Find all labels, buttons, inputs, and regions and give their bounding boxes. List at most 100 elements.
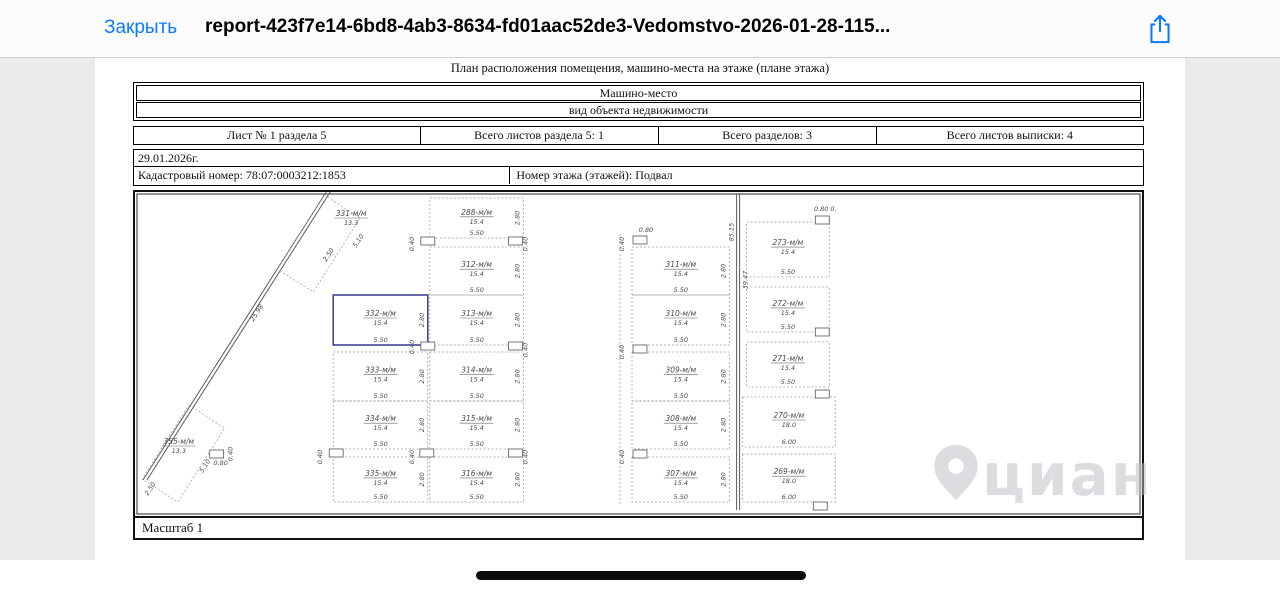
space-width-dim: 6.00 <box>782 438 796 446</box>
space-label: 313-м/м <box>461 309 492 318</box>
floor-number-cell: Номер этажа (этажей): Подвал <box>516 168 673 182</box>
floor-plan: 332-м/м 15.4 5.50 2.80 333-м/м 15.4 5.50 2.80 33… <box>133 190 1144 540</box>
space-height-dim: 2.80 <box>513 211 521 225</box>
parking-space <box>631 294 730 346</box>
space-height-dim: 2.80 <box>513 418 521 432</box>
pillar <box>632 449 648 459</box>
floor-plan-svg: 332-м/м15.45.502.80333-м/м15.45.502.8033… <box>136 192 1141 515</box>
dimension-label: 2.50 <box>321 247 336 263</box>
pillar <box>419 448 435 458</box>
parking-space <box>746 286 830 333</box>
pillar <box>420 236 436 246</box>
parking-space <box>746 341 830 388</box>
space-area: 18.0 <box>782 421 796 429</box>
parking-space-selected <box>332 294 429 346</box>
space-area: 18.0 <box>782 477 796 485</box>
pillar <box>814 327 830 337</box>
diagonal-wall-line <box>146 192 331 481</box>
dimension-label: 25.98 <box>248 303 265 323</box>
dimension-label: 0.40 <box>521 343 529 357</box>
space-area: 13.3 <box>344 219 358 227</box>
space-width-dim: 5.50 <box>469 392 483 400</box>
share-button[interactable] <box>1146 13 1174 45</box>
dimension-label: 0.80 <box>639 226 653 234</box>
space-area: 15.4 <box>674 270 688 278</box>
pillar <box>508 448 523 458</box>
dimension-label: 39.47 <box>742 270 750 289</box>
space-width-dim: 5.50 <box>674 286 688 294</box>
space-label: 270-м/м <box>774 411 805 420</box>
parking-space <box>332 400 429 450</box>
pdf-viewer-toolbar: Закрыть report-423f7e14-6bd8-4ab3-8634-f… <box>0 0 1280 58</box>
dimension-label: 0.40 <box>316 450 324 464</box>
space-height-dim: 2.80 <box>513 264 521 278</box>
space-height-dim: 2.80 <box>418 472 426 486</box>
space-width-dim: 5.50 <box>674 493 688 501</box>
object-type-table: Машино-место вид объекта недвижимости <box>133 82 1144 121</box>
space-height-dim: 2.80 <box>720 418 728 432</box>
plan-inner-border <box>136 193 1141 515</box>
parking-space <box>631 246 730 296</box>
dimension-label: 85.15 <box>728 223 736 242</box>
space-area: 15.4 <box>469 270 483 278</box>
space-height-dim: 2.80 <box>513 472 521 486</box>
pillar <box>328 448 344 458</box>
object-type-caption: вид объекта недвижимости <box>136 102 1141 118</box>
space-label: 312-м/м <box>461 260 492 269</box>
diagonal-wall-line <box>142 192 327 481</box>
space-height-dim: 2.80 <box>513 313 521 327</box>
dimension-label: 5.10 <box>351 233 366 249</box>
dimension-label: 0.40 <box>408 340 416 354</box>
dimension-label: 0.40 <box>408 237 416 251</box>
pdf-viewer-background[interactable]: План расположения помещения, машино-мест… <box>0 57 1280 560</box>
space-area: 15.4 <box>373 424 387 432</box>
space-label: 308-м/м <box>665 414 696 423</box>
space-height-dim: 2.80 <box>720 313 728 327</box>
dimension-label: 0.40 <box>618 450 626 464</box>
space-area: 15.4 <box>373 479 387 487</box>
pillar <box>812 501 828 511</box>
space-area: 15.4 <box>469 376 483 384</box>
space-width-dim: 5.50 <box>373 440 387 448</box>
home-indicator[interactable] <box>476 571 806 580</box>
space-label: 273-м/м <box>773 238 804 247</box>
sheet-info-table: Лист № 1 раздела 5 Всего листов раздела … <box>133 126 1144 145</box>
space-label: 269-м/м <box>774 467 805 476</box>
space-area: 15.4 <box>674 376 688 384</box>
space-label: 272-м/м <box>773 299 804 308</box>
parking-space-diagonal <box>141 404 226 503</box>
date-cell: 29.01.2026г. <box>134 150 1143 167</box>
space-width-dim: 5.50 <box>781 268 795 276</box>
space-width-dim: 5.50 <box>674 392 688 400</box>
pillar <box>508 236 523 246</box>
object-type-value: Машино-место <box>136 85 1141 101</box>
space-width-dim: 5.50 <box>469 336 483 344</box>
dimension-label: 0.40 <box>408 450 416 464</box>
space-label: 334-м/м <box>365 414 396 423</box>
space-height-dim: 2.80 <box>418 369 426 383</box>
space-area: 13.3 <box>172 447 186 455</box>
dimension-label: 5.10 <box>198 458 213 474</box>
plan-heading: План расположения помещения, машино-мест… <box>450 61 830 75</box>
close-button[interactable]: Закрыть <box>104 17 178 38</box>
space-area: 15.4 <box>469 479 483 487</box>
space-area: 15.4 <box>781 364 795 372</box>
parking-space-diagonal <box>276 194 361 293</box>
cadastral-table: 29.01.2026г. Кадастровый номер: 78:07:00… <box>133 149 1144 186</box>
bottom-bar <box>0 560 1280 591</box>
parking-space <box>429 400 524 450</box>
dimension-label: 0.80 0. <box>814 205 837 213</box>
parking-space <box>429 246 524 296</box>
pillar <box>420 341 436 351</box>
space-label: 311-м/м <box>665 260 696 269</box>
section-sheets-cell: Всего листов раздела 5: 1 <box>421 127 659 144</box>
parking-space <box>429 456 524 503</box>
space-label: 333-м/м <box>365 366 396 375</box>
parking-space <box>631 456 730 503</box>
space-width-dim: 6.00 <box>782 493 796 501</box>
space-area: 15.4 <box>469 218 483 226</box>
dimension-label: 2.50 <box>143 481 158 497</box>
space-width-dim: 5.50 <box>469 493 483 501</box>
space-area: 15.4 <box>674 319 688 327</box>
